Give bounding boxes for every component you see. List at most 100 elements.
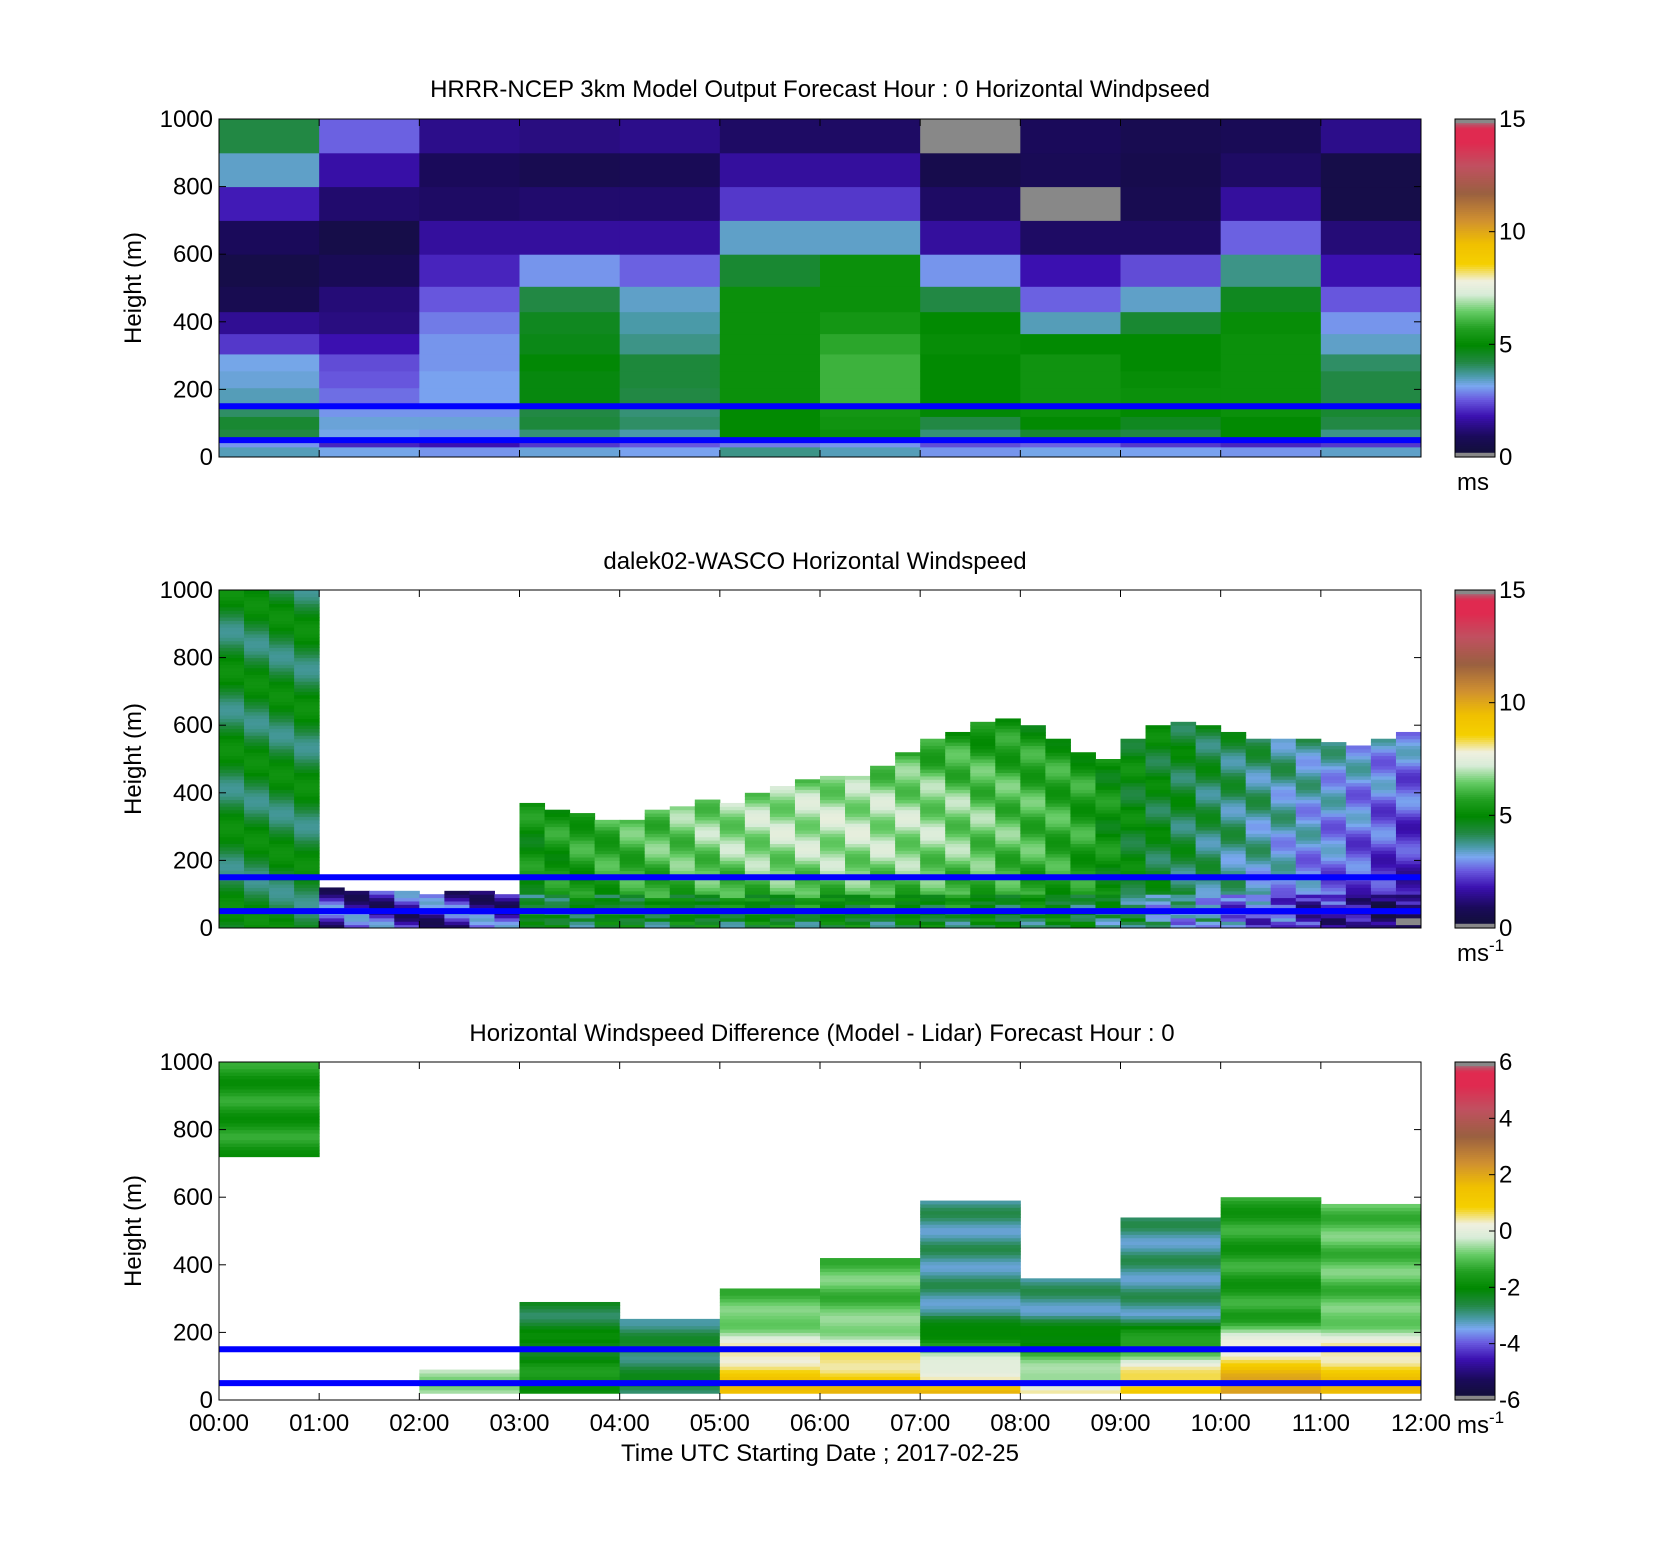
- panel-title: HRRR-NCEP 3km Model Output Forecast Hour…: [430, 76, 1210, 103]
- heatmap-cell: [1120, 416, 1222, 430]
- heatmap-cell: [1070, 840, 1096, 844]
- heatmap-cell: [1220, 387, 1322, 404]
- heatmap-cell: [519, 220, 621, 255]
- heatmap-cell: [219, 924, 245, 928]
- heatmap-cell: [1045, 759, 1071, 763]
- heatmap-cell: [1195, 725, 1222, 730]
- heatmap-cell: [1120, 1315, 1222, 1320]
- heatmap-cell: [219, 708, 245, 713]
- heatmap-cell: [845, 887, 871, 892]
- heatmap-cell: [870, 772, 896, 777]
- heatmap-cell: [945, 809, 971, 814]
- x-tick-label: 04:00: [590, 1410, 650, 1437]
- heatmap-cell: [920, 782, 946, 787]
- heatmap-cell: [970, 836, 996, 841]
- heatmap-cell: [1120, 843, 1147, 848]
- heatmap-cell: [1070, 769, 1096, 774]
- colorbar-swatch: [1455, 746, 1495, 750]
- heatmap-cell: [769, 846, 796, 851]
- heatmap-cell: [269, 745, 295, 750]
- heatmap-cell: [1045, 829, 1071, 834]
- heatmap-cell: [1145, 863, 1172, 868]
- heatmap-cell: [1295, 921, 1322, 926]
- heatmap-cell: [1245, 759, 1272, 763]
- heatmap-cell: [1020, 1308, 1121, 1313]
- heatmap-cell: [1220, 1295, 1322, 1300]
- heatmap-cell: [920, 1295, 1021, 1300]
- heatmap-cell: [1170, 850, 1197, 855]
- heatmap-cell: [394, 914, 420, 919]
- heatmap-cell: [694, 867, 721, 872]
- colorbar-swatch: [1455, 340, 1495, 344]
- heatmap-cell: [594, 917, 621, 922]
- y-tick-label: 800: [173, 645, 213, 672]
- heatmap-cell: [970, 813, 996, 817]
- heatmap-cell: [995, 904, 1021, 909]
- heatmap-cell: [1345, 917, 1372, 922]
- heatmap-cell: [1020, 813, 1046, 817]
- heatmap-cell: [219, 630, 245, 635]
- heatmap-cell: [1145, 772, 1172, 777]
- heatmap-cell: [820, 1305, 921, 1310]
- heatmap-cell: [820, 1339, 921, 1344]
- heatmap-cell: [1220, 1312, 1322, 1316]
- heatmap-cell: [920, 765, 946, 770]
- heatmap-cell: [794, 846, 821, 851]
- heatmap-cell: [920, 769, 946, 774]
- heatmap-cell: [219, 667, 245, 672]
- heatmap-cell: [1270, 846, 1297, 851]
- heatmap-cell: [244, 637, 270, 642]
- heatmap-cell: [820, 809, 846, 814]
- heatmap-cell: [1320, 914, 1347, 919]
- heatmap-cell: [1270, 884, 1297, 888]
- heatmap-cell: [1320, 823, 1347, 828]
- heatmap-cell: [1170, 833, 1197, 838]
- heatmap-cell: [1295, 755, 1322, 760]
- y-tick-label: 200: [173, 376, 213, 403]
- heatmap-cell: [1120, 1308, 1222, 1313]
- heatmap-cell: [269, 698, 295, 703]
- heatmap-cell: [294, 836, 320, 841]
- heatmap-cell: [269, 650, 295, 655]
- heatmap-cell: [1320, 1237, 1421, 1242]
- heatmap-cell: [1345, 786, 1372, 790]
- heatmap-cell: [419, 353, 520, 372]
- colorbar-swatch: [1455, 1159, 1495, 1162]
- heatmap-cell: [1170, 762, 1197, 767]
- heatmap-cell: [1245, 802, 1272, 807]
- heatmap-cell: [1170, 840, 1197, 844]
- heatmap-cell: [1245, 826, 1272, 831]
- heatmap-cell: [794, 870, 821, 875]
- heatmap-cell: [1195, 894, 1222, 899]
- heatmap-cell: [794, 782, 821, 787]
- heatmap-cell: [319, 286, 420, 313]
- heatmap-cell: [870, 921, 896, 926]
- colorbar-swatch: [1455, 201, 1495, 205]
- heatmap-cell: [1295, 846, 1322, 851]
- heatmap-cell: [820, 802, 846, 807]
- colorbar-swatch: [1455, 737, 1495, 741]
- heatmap-cell: [219, 429, 320, 440]
- heatmap-cell: [1220, 439, 1322, 448]
- heatmap-cell: [1395, 796, 1421, 801]
- heatmap-cell: [1395, 843, 1421, 848]
- colorbar-swatch: [1455, 1231, 1495, 1234]
- heatmap-cell: [1295, 816, 1322, 821]
- heatmap-cell: [1170, 752, 1197, 757]
- heatmap-cell: [1020, 762, 1046, 767]
- heatmap-cell: [920, 826, 946, 831]
- colorbar-swatch: [1455, 1152, 1495, 1156]
- colorbar-swatch: [1455, 446, 1495, 450]
- heatmap-cell: [1295, 870, 1322, 875]
- colorbar-swatch: [1455, 820, 1495, 823]
- heatmap-cell: [1370, 890, 1397, 895]
- heatmap-cell: [1145, 806, 1172, 811]
- heatmap-cell: [1295, 786, 1322, 790]
- heatmap-cell: [1245, 860, 1272, 865]
- colorbar-swatch: [1455, 596, 1495, 600]
- colorbar-swatch: [1455, 418, 1495, 422]
- heatmap-cell: [1045, 819, 1071, 824]
- colorbar-swatch: [1455, 182, 1495, 186]
- heatmap-cell: [1020, 1295, 1121, 1300]
- colorbar-swatch: [1455, 1361, 1495, 1365]
